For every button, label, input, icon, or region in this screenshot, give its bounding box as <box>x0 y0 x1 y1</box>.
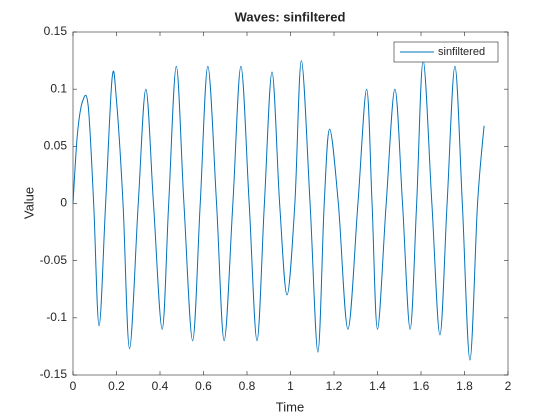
x-tick-label: 1.4 <box>369 379 386 393</box>
x-tick-label: 0 <box>70 379 77 393</box>
x-tick-label: 0.6 <box>195 379 212 393</box>
legend-box <box>393 41 499 63</box>
x-axis-label: Time <box>276 399 304 414</box>
x-tick-label: 0.2 <box>108 379 125 393</box>
y-tick-label: 0 <box>60 196 67 210</box>
x-tick-label: 0.8 <box>239 379 256 393</box>
y-tick-label: -0.1 <box>46 310 67 324</box>
y-tick-label: -0.15 <box>40 367 68 381</box>
y-tick-label: 0.15 <box>44 24 68 38</box>
x-tick-label: 1.6 <box>413 379 430 393</box>
x-tick-label: 0.4 <box>152 379 169 393</box>
chart-title: Waves: sinfiltered <box>235 9 346 24</box>
x-tick-label: 2 <box>505 379 512 393</box>
y-tick-label: 0.05 <box>44 139 68 153</box>
y-tick-label: 0.1 <box>50 81 67 95</box>
x-tick-label: 1.2 <box>326 379 343 393</box>
x-tick-label: 1.8 <box>456 379 473 393</box>
x-tick-label: 1 <box>287 379 294 393</box>
y-tick-label: -0.05 <box>40 253 68 267</box>
data-line <box>72 60 485 361</box>
y-axis-label: Value <box>21 187 36 219</box>
legend-label: sinfiltered <box>438 46 485 58</box>
